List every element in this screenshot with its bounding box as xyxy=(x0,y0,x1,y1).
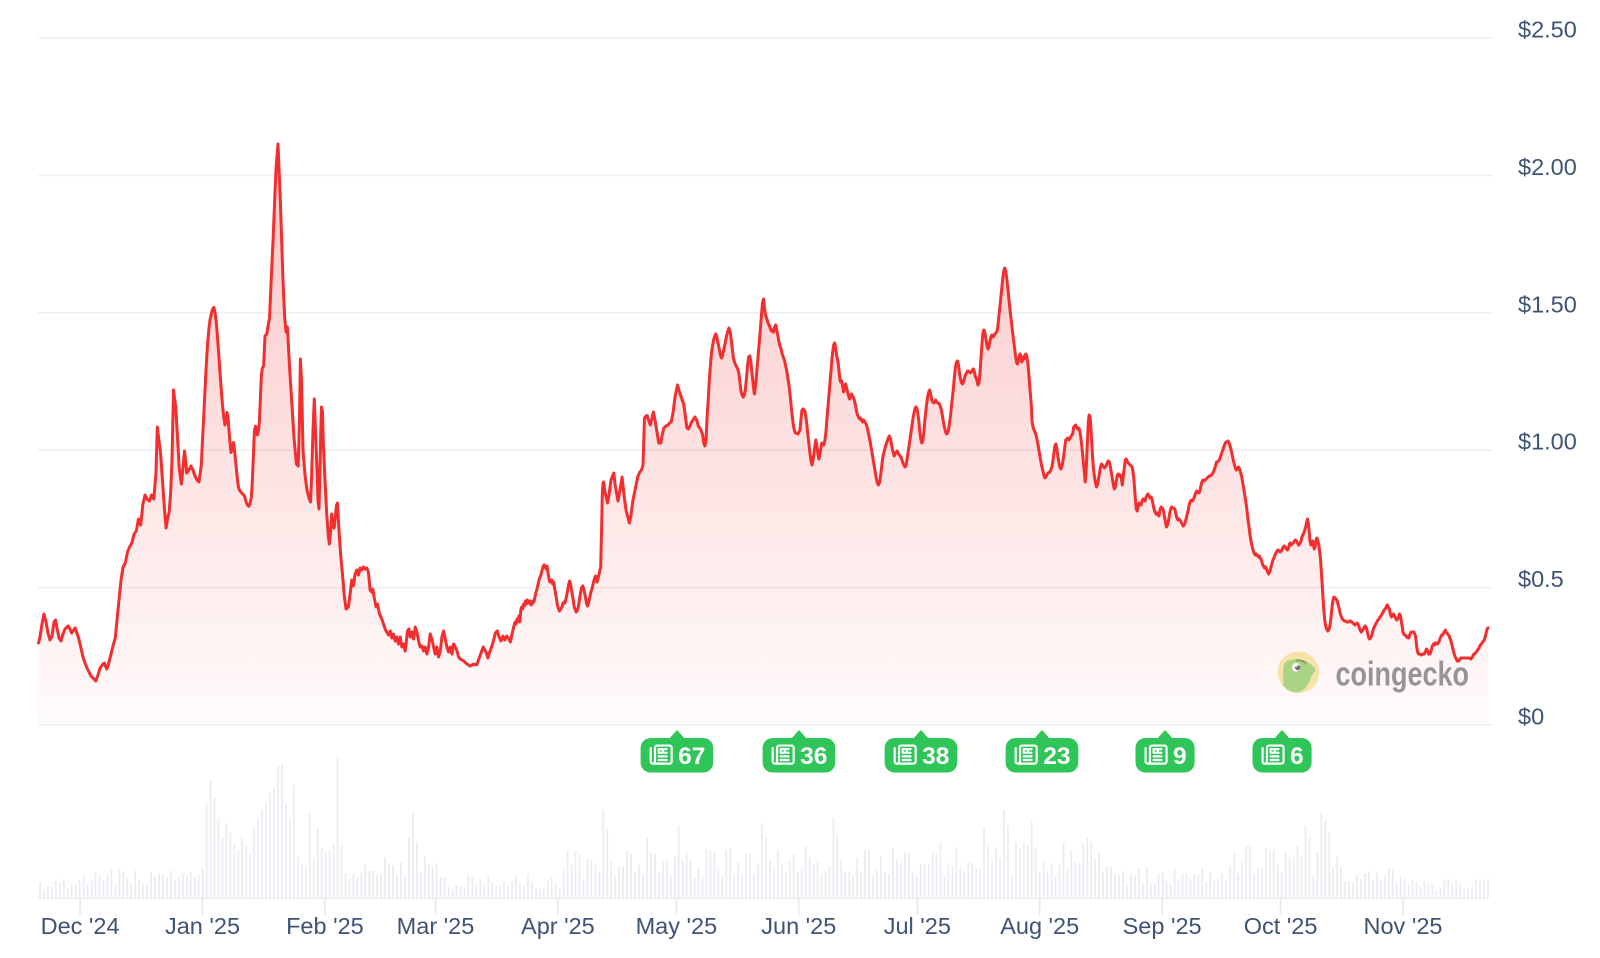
svg-text:Apr '25: Apr '25 xyxy=(521,913,595,939)
svg-text:$2.50: $2.50 xyxy=(1518,17,1577,43)
svg-text:9: 9 xyxy=(1173,743,1187,770)
svg-text:$1.50: $1.50 xyxy=(1518,291,1577,317)
svg-text:Jan '25: Jan '25 xyxy=(165,913,240,939)
svg-text:May '25: May '25 xyxy=(636,913,718,939)
svg-text:$2.00: $2.00 xyxy=(1518,154,1577,180)
svg-text:Jul '25: Jul '25 xyxy=(884,913,951,939)
svg-text:Oct '25: Oct '25 xyxy=(1244,913,1318,939)
svg-text:Mar '25: Mar '25 xyxy=(397,913,475,939)
svg-text:$0: $0 xyxy=(1518,704,1544,730)
svg-text:Aug '25: Aug '25 xyxy=(1000,913,1079,939)
svg-text:6: 6 xyxy=(1290,743,1304,770)
svg-text:$1.00: $1.00 xyxy=(1518,429,1577,455)
svg-text:67: 67 xyxy=(678,743,705,770)
svg-text:Nov '25: Nov '25 xyxy=(1364,913,1443,939)
svg-text:Feb '25: Feb '25 xyxy=(286,913,364,939)
svg-text:$0.5: $0.5 xyxy=(1518,566,1564,592)
svg-text:36: 36 xyxy=(800,743,827,770)
svg-text:Jun '25: Jun '25 xyxy=(761,913,836,939)
svg-text:Sep '25: Sep '25 xyxy=(1123,913,1202,939)
svg-text:23: 23 xyxy=(1043,743,1070,770)
svg-text:38: 38 xyxy=(922,743,949,770)
svg-text:Dec '24: Dec '24 xyxy=(41,913,120,939)
